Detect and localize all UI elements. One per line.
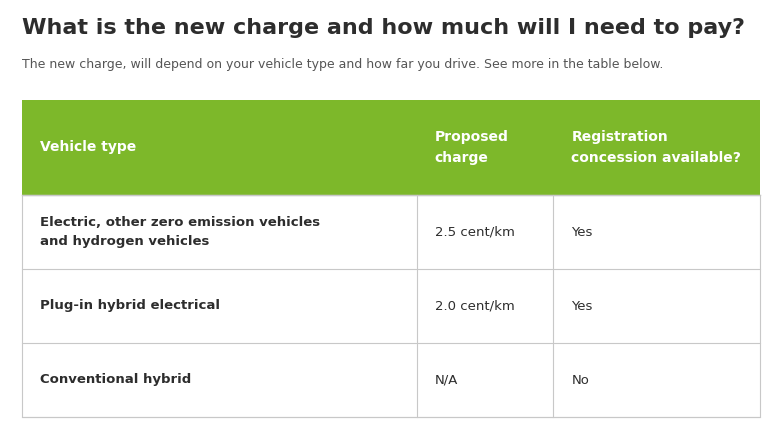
Text: Proposed
charge: Proposed charge (435, 130, 509, 165)
Text: Yes: Yes (572, 225, 593, 239)
Bar (22, 100, 760, 195)
Bar (22, 269, 760, 343)
Bar (22, 195, 760, 269)
Text: Vehicle type: Vehicle type (40, 141, 136, 154)
Text: Plug-in hybrid electrical: Plug-in hybrid electrical (40, 300, 220, 313)
Text: What is the new charge and how much will I need to pay?: What is the new charge and how much will… (22, 18, 745, 38)
Text: 2.0 cent/km: 2.0 cent/km (435, 300, 515, 313)
Text: Yes: Yes (572, 300, 593, 313)
Text: Registration
concession available?: Registration concession available? (572, 130, 741, 165)
Bar (22, 195, 760, 417)
Text: N/A: N/A (435, 374, 458, 387)
Text: Electric, other zero emission vehicles
and hydrogen vehicles: Electric, other zero emission vehicles a… (40, 216, 320, 248)
Text: Conventional hybrid: Conventional hybrid (40, 374, 192, 387)
Bar (22, 343, 760, 417)
Text: The new charge, will depend on your vehicle type and how far you drive. See more: The new charge, will depend on your vehi… (22, 58, 663, 71)
Text: No: No (572, 374, 589, 387)
Text: 2.5 cent/km: 2.5 cent/km (435, 225, 515, 239)
